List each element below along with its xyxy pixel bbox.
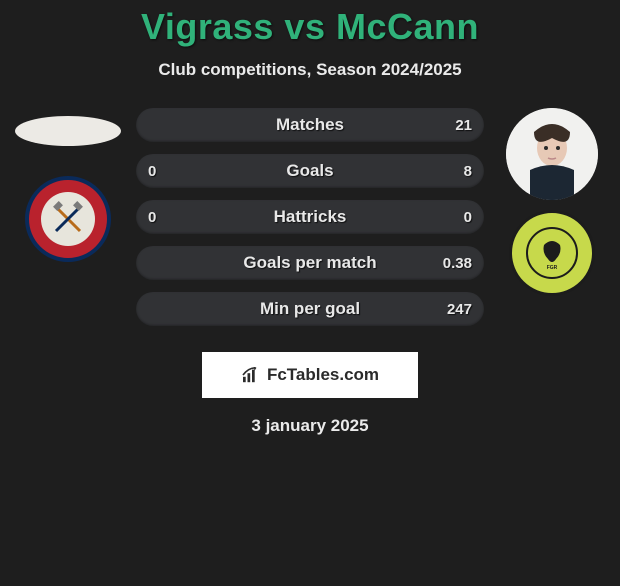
stat-row-matches: Matches 21: [136, 108, 484, 142]
stat-label: Hattricks: [274, 207, 347, 227]
right-player-column: FGR: [492, 108, 612, 296]
left-player-avatar: [15, 116, 121, 146]
stat-value-right: 0.38: [443, 255, 472, 272]
right-player-avatar: [506, 108, 598, 200]
stat-value-right: 21: [455, 117, 472, 134]
page-title: Vigrass vs McCann: [8, 6, 612, 48]
right-club-badge: FGR: [509, 210, 595, 296]
stat-row-min-per-goal: Min per goal 247: [136, 292, 484, 326]
stat-label: Matches: [276, 115, 344, 135]
stat-label: Goals: [286, 161, 333, 181]
comparison-panel: Matches 21 0 Goals 8 0 Hattricks 0: [8, 108, 612, 338]
left-club-badge: [25, 176, 111, 262]
stat-label: Min per goal: [260, 299, 360, 319]
subtitle: Club competitions, Season 2024/2025: [8, 60, 612, 80]
brand-text: FcTables.com: [267, 365, 379, 385]
stat-label: Goals per match: [243, 253, 376, 273]
crossed-tools-icon: [48, 199, 88, 239]
bar-chart-icon: [241, 366, 263, 384]
lion-crest-icon: FGR: [532, 233, 572, 273]
left-player-column: [8, 108, 128, 262]
stat-value-right: 8: [464, 163, 472, 180]
stat-value-left: 0: [148, 163, 156, 180]
stat-value-right: 0: [464, 209, 472, 226]
stat-row-goals-per-match: Goals per match 0.38: [136, 246, 484, 280]
stat-value-right: 247: [447, 301, 472, 318]
stat-value-left: 0: [148, 209, 156, 226]
svg-text:FGR: FGR: [547, 265, 558, 271]
stat-row-goals: 0 Goals 8: [136, 154, 484, 188]
brand-box: FcTables.com: [202, 352, 418, 398]
date-text: 3 january 2025: [8, 416, 612, 436]
stat-bars: Matches 21 0 Goals 8 0 Hattricks 0: [128, 108, 492, 338]
stat-row-hattricks: 0 Hattricks 0: [136, 200, 484, 234]
